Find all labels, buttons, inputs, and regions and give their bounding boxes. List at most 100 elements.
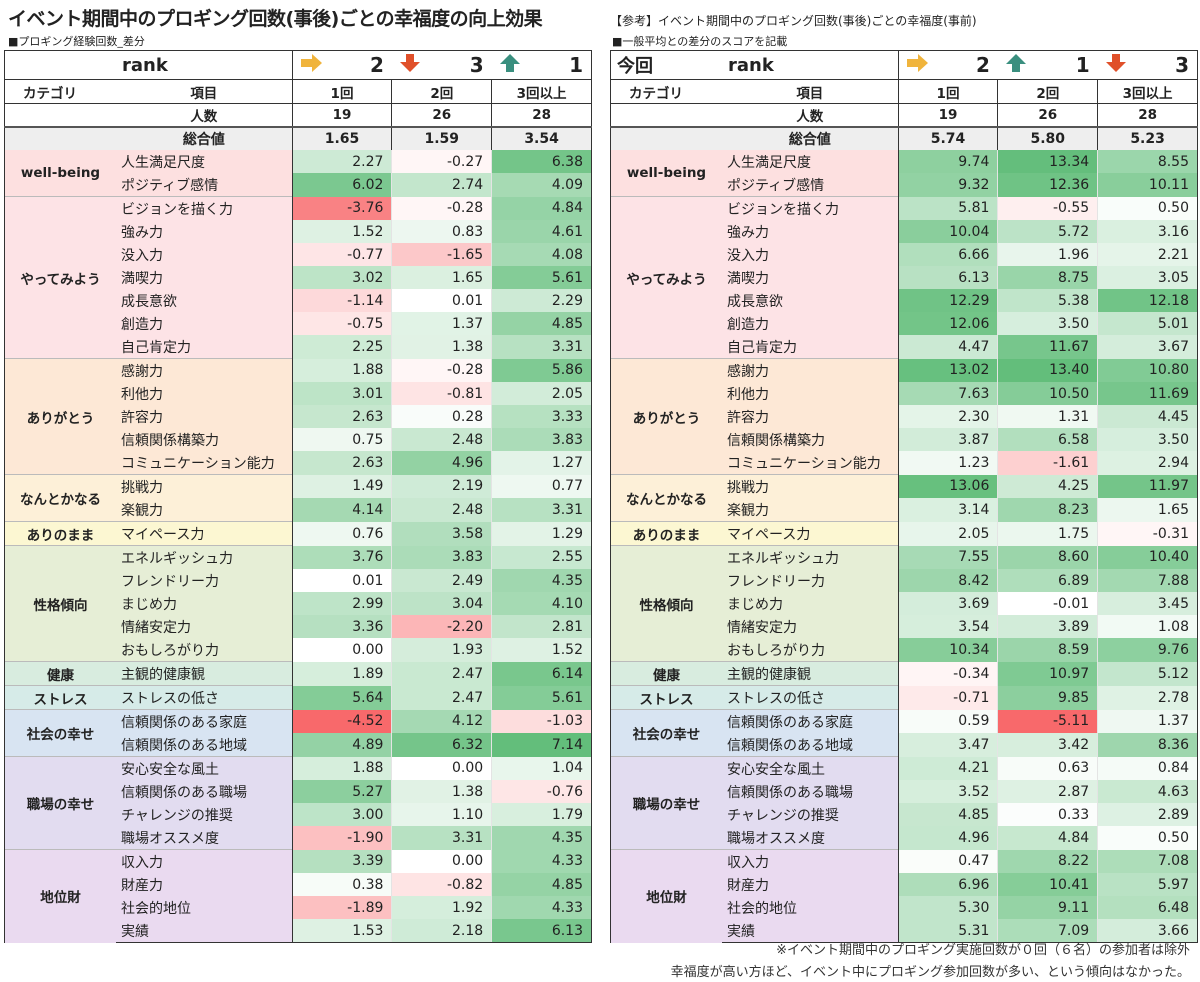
right-participant-count: 28	[1097, 103, 1198, 128]
left-value-cell: 3.04	[391, 592, 492, 615]
right-value-cell: 7.63	[897, 382, 998, 405]
right-value-cell: -0.01	[997, 592, 1098, 615]
table-row: ポジティブ感情 9.32 12.36 10.11	[611, 173, 1198, 197]
left-value-cell: 2.99	[291, 592, 392, 615]
left-value-cell: 0.00	[391, 849, 492, 873]
left-item-label: まじめ力	[116, 592, 293, 615]
table-row: 満喫力 6.13 8.75 3.05	[611, 266, 1198, 289]
left-item-label: フレンドリー力	[116, 569, 293, 592]
right-value-cell: 6.96	[897, 873, 998, 896]
right-item-label: 信頼関係のある職場	[722, 780, 899, 803]
right-item-label: ビジョンを描く力	[722, 196, 899, 220]
left-value-cell: 3.83	[491, 428, 592, 451]
left-category-label: ストレス	[4, 685, 117, 710]
table-row: 社会的地位 5.30 9.11 6.48	[611, 896, 1198, 919]
table-row: 楽観力 3.14 8.23 1.65	[611, 498, 1198, 522]
right-category-label: ストレス	[610, 685, 723, 710]
table-row: 実績 1.53 2.18 6.13	[5, 919, 592, 943]
left-item-label: 満喫力	[116, 266, 293, 289]
left-item-label: 没入力	[116, 243, 293, 266]
table-row: 楽観力 4.14 2.48 3.31	[5, 498, 592, 522]
right-value-cell: 7.09	[997, 919, 1098, 943]
right-header-item: 項目	[722, 79, 899, 104]
left-value-cell: -4.52	[291, 709, 392, 733]
left-item-label: 人生満足尺度	[116, 150, 293, 173]
right-value-cell: -1.61	[997, 451, 1098, 475]
right-value-cell: 3.89	[997, 615, 1098, 638]
left-category-label: 職場の幸せ	[4, 756, 117, 850]
left-value-cell: -0.28	[391, 196, 492, 220]
left-value-cell: 1.29	[491, 521, 592, 546]
left-header-column: 3回以上	[491, 79, 592, 104]
left-value-cell: 1.88	[291, 756, 392, 780]
right-category-label: なんとかなる	[610, 474, 723, 522]
left-value-cell: -1.03	[491, 709, 592, 733]
left-value-cell: -1.65	[391, 243, 492, 266]
left-value-cell: 3.31	[491, 335, 592, 359]
right-item-label: 成長意欲	[722, 289, 899, 312]
left-value-cell: 0.28	[391, 405, 492, 428]
table-row: やってみよう ビジョンを描く力 -3.76 -0.28 4.84	[4, 196, 592, 359]
table-row: チャレンジの推奨 4.85 0.33 2.89	[611, 803, 1198, 826]
right-value-cell: 3.45	[1097, 592, 1198, 615]
left-participant-count: 26	[391, 103, 492, 128]
right-value-cell: 13.40	[997, 358, 1098, 382]
right-value-cell: 6.13	[897, 266, 998, 289]
left-value-cell: 4.12	[391, 709, 492, 733]
right-category-label: ありがとう	[610, 358, 723, 475]
table-row: 社会的地位 -1.89 1.92 4.33	[5, 896, 592, 919]
left-item-label: 強み力	[116, 220, 293, 243]
left-value-cell: 4.33	[491, 849, 592, 873]
right-value-cell: 10.80	[1097, 358, 1198, 382]
right-header-column: 3回以上	[1097, 79, 1198, 104]
table-row: 強み力 1.52 0.83 4.61	[5, 220, 592, 243]
left-value-cell: 3.00	[291, 803, 392, 826]
table-row: 情緒安定力 3.54 3.89 1.08	[611, 615, 1198, 638]
left-category-label: ありのまま	[4, 521, 117, 546]
left-value-cell: 5.64	[291, 685, 392, 710]
table-row: 財産力 6.96 10.41 5.97	[611, 873, 1198, 896]
right-value-cell: 4.84	[997, 826, 1098, 850]
left-item-label: 情緒安定力	[116, 615, 293, 638]
right-value-cell: 4.85	[897, 803, 998, 826]
right-value-cell: 9.76	[1097, 638, 1198, 662]
left-item-label: 信頼関係のある地域	[116, 733, 293, 757]
right-category-label: well-being	[610, 150, 723, 197]
right-category-label: 健康	[610, 661, 723, 686]
right-value-cell: 3.69	[897, 592, 998, 615]
right-value-cell: 2.78	[1097, 685, 1198, 710]
left-item-label: コミュニケーション能力	[116, 451, 293, 475]
right-category-label: 地位財	[610, 849, 723, 943]
left-rank-label: rank	[116, 50, 293, 80]
left-header-item: 項目	[116, 79, 293, 104]
right-item-label: エネルギッシュ力	[722, 545, 899, 569]
table-row: ありがとう 感謝力 1.88 -0.28 5.86	[4, 358, 592, 475]
right-value-cell: 3.52	[897, 780, 998, 803]
right-value-cell: 2.05	[897, 521, 998, 546]
right-value-cell: 3.14	[897, 498, 998, 522]
right-value-cell: 5.31	[897, 919, 998, 943]
arrow-up-icon	[498, 53, 522, 78]
right-value-cell: 3.50	[997, 312, 1098, 335]
right-value-cell: 3.47	[897, 733, 998, 757]
right-total-value: 5.74	[898, 127, 998, 150]
left-value-cell: 6.38	[491, 150, 592, 173]
right-value-cell: 8.60	[997, 545, 1098, 569]
table-row: おもしろがり力 0.00 1.93 1.52	[5, 638, 592, 662]
right-value-cell: 12.18	[1097, 289, 1198, 312]
left-value-cell: 3.01	[291, 382, 392, 405]
left-total-value: 1.59	[391, 127, 492, 150]
left-value-cell: 4.08	[491, 243, 592, 266]
right-value-cell: 11.97	[1097, 474, 1198, 498]
left-value-cell: -0.75	[291, 312, 392, 335]
table-row: well-being 人生満足尺度 9.74 13.34 8.55	[610, 150, 1198, 197]
right-value-cell: 8.23	[997, 498, 1098, 522]
right-header-count: 人数	[722, 103, 899, 128]
left-item-label: ビジョンを描く力	[116, 196, 293, 220]
right-value-cell: 10.50	[997, 382, 1098, 405]
left-category-label: やってみよう	[4, 196, 117, 359]
right-value-cell: 0.50	[1097, 826, 1198, 850]
table-row: おもしろがり力 10.34 8.59 9.76	[611, 638, 1198, 662]
table-row: ありのまま マイペース力 0.76 3.58 1.29	[4, 521, 592, 546]
right-value-cell: 12.06	[897, 312, 998, 335]
